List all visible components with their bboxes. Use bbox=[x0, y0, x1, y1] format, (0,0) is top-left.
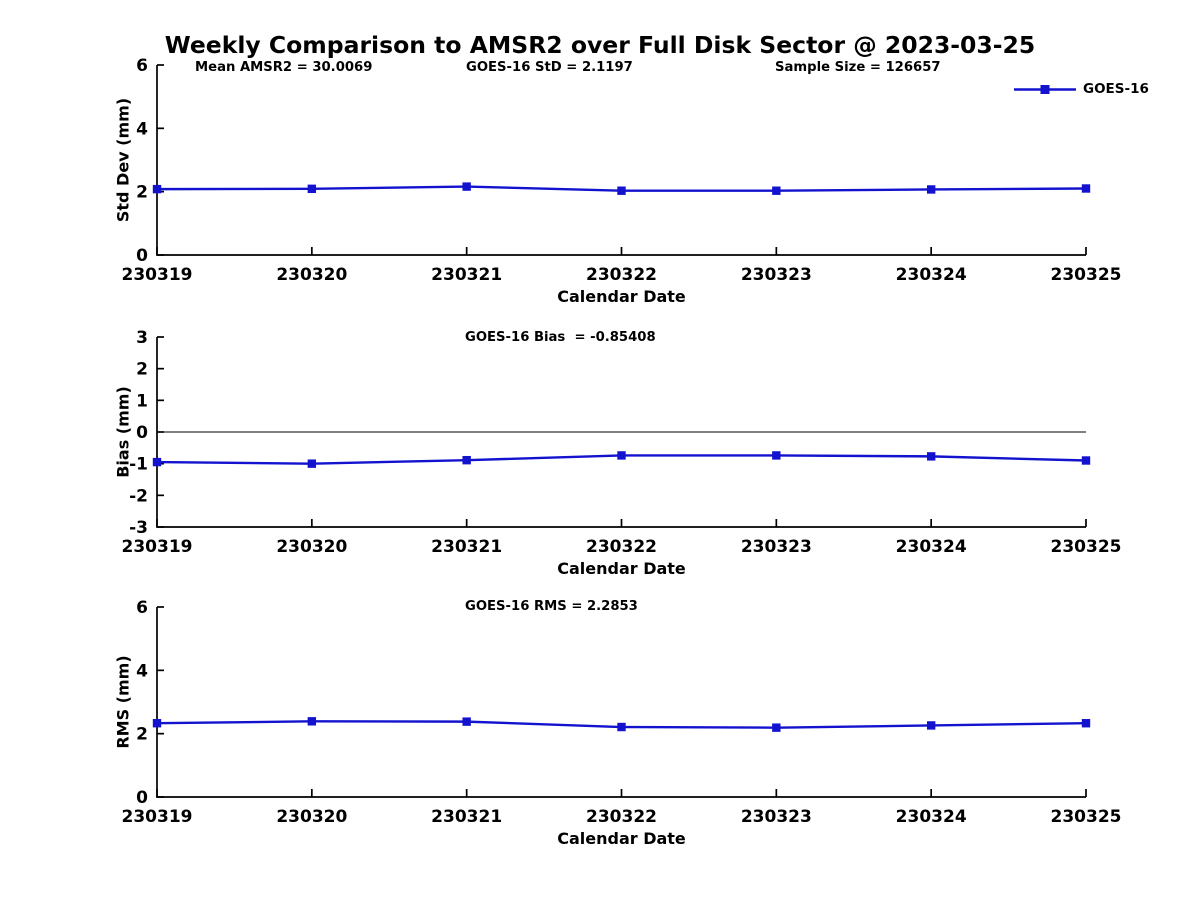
x-tick-label: 230319 bbox=[122, 537, 193, 557]
y-tick-label: 2 bbox=[136, 360, 148, 380]
rms-plot-data-point-marker bbox=[462, 717, 471, 726]
bias-plot-data-point-marker bbox=[617, 451, 626, 460]
annotation-goes16-rms: GOES-16 RMS = 2.2853 bbox=[465, 599, 638, 614]
x-tick-label: 230321 bbox=[431, 265, 502, 285]
y-tick-label: 3 bbox=[136, 328, 148, 348]
y-tick-label: 4 bbox=[136, 119, 148, 139]
y-axis-label-bias: Bias (mm) bbox=[113, 386, 133, 478]
x-axis-label-2: Calendar Date bbox=[557, 559, 686, 578]
annotation-sample-size: Sample Size = 126657 bbox=[775, 60, 941, 75]
x-tick-label: 230320 bbox=[276, 537, 347, 557]
y-tick-label: 0 bbox=[136, 246, 148, 266]
legend-line-marker-icon bbox=[1014, 84, 1076, 94]
annotation-mean-amsr2: Mean AMSR2 = 30.0069 bbox=[195, 60, 373, 75]
legend-label: GOES-16 bbox=[1083, 81, 1149, 97]
y-tick-label: 4 bbox=[136, 661, 148, 681]
x-tick-label: 230323 bbox=[741, 265, 812, 285]
rms-plot-data-point-marker bbox=[152, 719, 162, 728]
x-tick-label: 230325 bbox=[1051, 537, 1122, 557]
x-tick-label: 230320 bbox=[276, 265, 347, 285]
x-tick-label: 230319 bbox=[122, 265, 193, 285]
bias-plot-data-point-marker bbox=[772, 451, 781, 460]
y-tick-label: 6 bbox=[136, 56, 148, 76]
y-axis-label-std-dev: Std Dev (mm) bbox=[113, 97, 133, 223]
rms-plot-data-point-marker bbox=[617, 722, 626, 732]
std-dev-plot-data-point-marker bbox=[617, 186, 626, 195]
x-tick-label: 230323 bbox=[741, 537, 812, 557]
y-tick-label: -3 bbox=[129, 518, 148, 538]
bias-plot-data-point-marker bbox=[307, 459, 317, 468]
annotation-goes16-bias: GOES-16 Bias = -0.85408 bbox=[465, 330, 656, 345]
y-tick-label: 2 bbox=[136, 183, 148, 203]
x-tick-label: 230324 bbox=[896, 807, 967, 827]
x-tick-label: 230324 bbox=[896, 537, 967, 557]
y-tick-label: 0 bbox=[136, 423, 148, 443]
legend: GOES-16 bbox=[1013, 81, 1149, 97]
std-dev-plot-data-point-marker bbox=[462, 182, 471, 191]
bias-plot-data-point-marker bbox=[462, 455, 471, 465]
x-tick-label: 230325 bbox=[1051, 807, 1122, 827]
bias-plot-data-point-marker bbox=[1081, 456, 1091, 465]
std-dev-plot-data-point-marker bbox=[152, 184, 162, 194]
y-tick-label: 6 bbox=[136, 598, 148, 618]
bias-plot-data-point-marker bbox=[152, 457, 162, 467]
y-tick-label: 1 bbox=[136, 391, 148, 411]
x-axis-label-3: Calendar Date bbox=[557, 829, 686, 848]
y-axis-label-rms: RMS (mm) bbox=[113, 655, 133, 749]
y-tick-label: 0 bbox=[136, 788, 148, 808]
x-tick-label: 230322 bbox=[586, 807, 657, 827]
y-tick-label: -2 bbox=[129, 486, 148, 506]
rms-plot-data-point-marker bbox=[926, 721, 936, 730]
y-tick-label: 2 bbox=[136, 725, 148, 745]
y-tick-label: -1 bbox=[129, 455, 148, 475]
std-dev-plot-data-point-marker bbox=[772, 186, 781, 195]
annotation-goes16-std: GOES-16 StD = 2.1197 bbox=[466, 60, 633, 75]
bias-plot-data-point-marker bbox=[926, 452, 936, 461]
x-tick-label: 230321 bbox=[431, 537, 502, 557]
legend-marker bbox=[1040, 84, 1050, 94]
rms-plot-data-point-marker bbox=[307, 717, 317, 726]
std-dev-plot-data-point-marker bbox=[307, 184, 317, 194]
x-tick-label: 230324 bbox=[896, 265, 967, 285]
std-dev-plot-data-point-marker bbox=[926, 185, 936, 194]
x-tick-label: 230322 bbox=[586, 537, 657, 557]
x-tick-label: 230320 bbox=[276, 807, 347, 827]
x-tick-label: 230319 bbox=[122, 807, 193, 827]
x-tick-label: 230325 bbox=[1051, 265, 1122, 285]
rms-plot-data-point-marker bbox=[772, 723, 781, 732]
x-tick-label: 230322 bbox=[586, 265, 657, 285]
rms-plot-data-point-marker bbox=[1081, 719, 1091, 728]
chart-title: Weekly Comparison to AMSR2 over Full Dis… bbox=[164, 31, 1036, 59]
x-tick-label: 230321 bbox=[431, 807, 502, 827]
x-tick-label: 230323 bbox=[741, 807, 812, 827]
std-dev-plot-data-point-marker bbox=[1081, 184, 1091, 193]
x-axis-label-1: Calendar Date bbox=[557, 287, 686, 306]
